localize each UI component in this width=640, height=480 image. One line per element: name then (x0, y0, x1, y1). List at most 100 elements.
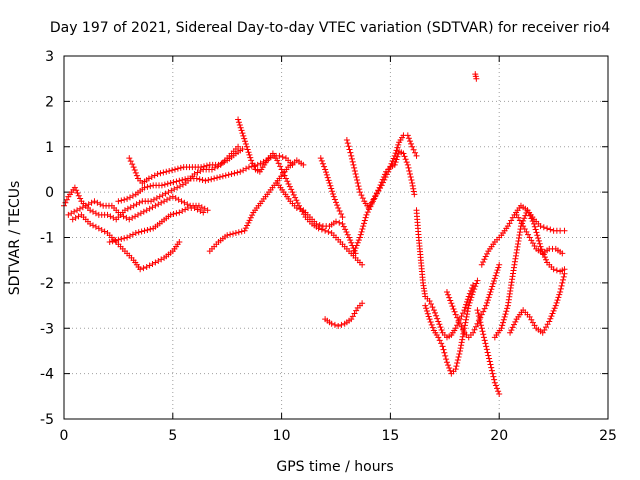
data-point (480, 334, 487, 341)
data-point (529, 218, 536, 225)
data-point (513, 249, 520, 256)
data-point (475, 310, 482, 317)
data-point (412, 149, 419, 156)
data-point (456, 350, 463, 357)
data-point (503, 308, 510, 315)
data-point (199, 177, 206, 184)
data-point (356, 189, 363, 196)
data-point (137, 266, 144, 273)
data-point (472, 283, 479, 290)
data-point (343, 136, 350, 143)
data-point (354, 180, 361, 187)
data-point (240, 132, 247, 139)
data-point (495, 388, 502, 395)
data-point (361, 220, 368, 227)
data-point (193, 175, 200, 182)
data-point (488, 367, 495, 374)
data-point (208, 176, 215, 183)
data-point (294, 200, 301, 207)
data-point (331, 196, 338, 203)
data-point (244, 146, 251, 153)
data-point (339, 220, 346, 227)
data-point (490, 373, 497, 380)
series-s13 (322, 300, 366, 329)
plot-frame (63, 55, 609, 420)
data-point (452, 311, 459, 318)
data-point (514, 240, 521, 247)
data-point (483, 346, 490, 353)
data-point (336, 219, 343, 226)
data-point (521, 215, 528, 222)
data-point (485, 294, 492, 301)
data-point (322, 169, 329, 176)
data-point (361, 217, 368, 224)
data-point (348, 152, 355, 159)
data-point (348, 155, 355, 162)
data-point (560, 276, 567, 283)
data-point (161, 181, 168, 188)
data-point (528, 215, 535, 222)
data-point (441, 349, 448, 356)
data-point (486, 355, 493, 362)
data-point (241, 227, 248, 234)
data-point (515, 235, 522, 242)
data-point (458, 342, 465, 349)
data-point (454, 360, 461, 367)
data-point (130, 164, 137, 171)
data-point (393, 156, 400, 163)
data-point (446, 364, 453, 371)
data-point (381, 171, 388, 178)
data-point (435, 334, 442, 341)
data-point (540, 224, 547, 231)
data-point (317, 155, 324, 162)
data-point (553, 267, 560, 274)
data-point (319, 160, 326, 167)
series-s10 (317, 155, 346, 221)
data-point (242, 141, 249, 148)
data-point (300, 161, 307, 168)
data-point (480, 308, 487, 315)
data-point (342, 226, 349, 233)
data-point (129, 161, 136, 168)
data-point (423, 308, 430, 315)
data-point (525, 209, 532, 216)
series-s22 (472, 71, 480, 82)
data-point (405, 164, 412, 171)
data-point (244, 222, 251, 229)
data-point (354, 177, 361, 184)
data-point (358, 192, 365, 199)
data-point (489, 283, 496, 290)
data-point (393, 147, 400, 154)
data-point (464, 296, 471, 303)
data-point (457, 345, 464, 352)
data-point (474, 277, 481, 284)
chart-title: Day 197 of 2021, Sidereal Day-to-day VTE… (50, 20, 610, 36)
data-point (322, 166, 329, 173)
data-point (127, 158, 134, 165)
data-point (427, 319, 434, 326)
data-point (484, 250, 491, 257)
data-point (461, 322, 468, 329)
data-point (531, 223, 538, 230)
data-point (328, 320, 335, 327)
data-point (557, 285, 564, 292)
data-point (228, 170, 235, 177)
data-point (462, 319, 469, 326)
data-point (77, 195, 84, 202)
data-point (478, 325, 485, 332)
data-point (445, 362, 452, 369)
data-point (511, 261, 518, 268)
data-point (540, 251, 547, 258)
y-tick-label: -4 (40, 367, 54, 383)
data-point (552, 302, 559, 309)
series-s12 (350, 148, 418, 257)
data-point (463, 301, 470, 308)
data-point (404, 161, 411, 168)
data-point (467, 297, 474, 304)
data-point (246, 151, 253, 158)
data-point (351, 167, 358, 174)
data-point (325, 228, 332, 235)
data-point (360, 223, 367, 230)
data-point (251, 163, 258, 170)
data-point (453, 363, 460, 370)
